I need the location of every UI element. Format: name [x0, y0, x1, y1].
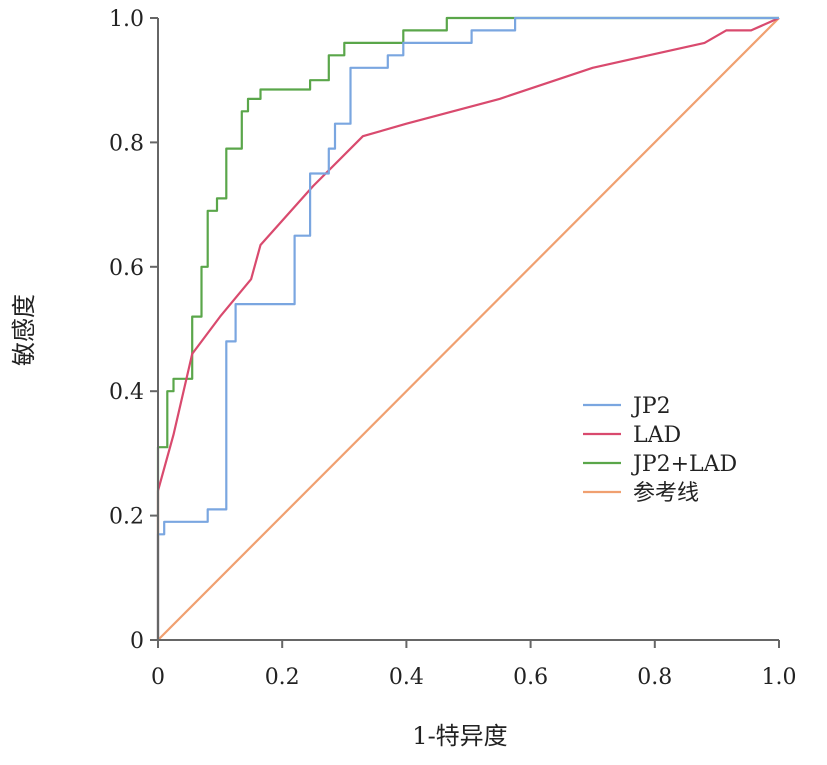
y-tick-label: 0.4 — [109, 380, 144, 405]
y-tick-label: 0.2 — [109, 505, 144, 530]
series-line-jp2 — [156, 16, 779, 640]
x-tick-label: 0.6 — [513, 665, 548, 690]
x-tick-label: 0.2 — [265, 665, 300, 690]
y-tick-label: 0.8 — [109, 131, 144, 156]
series-line-lad — [156, 16, 780, 640]
series-layer — [156, 16, 780, 641]
series-line-jp2-lad — [156, 16, 779, 640]
y-tick-label: 1.0 — [109, 7, 144, 32]
y-axis-title: 敏感度 — [10, 294, 38, 366]
x-tick-label: 1.0 — [762, 665, 797, 690]
legend-label-reference: 参考线 — [633, 481, 699, 506]
x-tick-label: 0.4 — [389, 665, 424, 690]
legend: JP2 LAD JP2+LAD 参考线 — [583, 394, 737, 506]
axes-layer: 0 0.2 0.4 0.6 0.8 1.0 0 0.2 0.4 0.6 0.8 1.0 — [109, 7, 797, 690]
x-tick-label: 0 — [151, 665, 165, 690]
y-tick-label: 0 — [130, 629, 144, 654]
x-tick-label: 0.8 — [637, 665, 672, 690]
series-line-reference — [157, 17, 780, 641]
y-tick-label: 0.6 — [109, 256, 144, 281]
legend-label-lad: LAD — [633, 423, 681, 448]
legend-label-jp2-lad: JP2+LAD — [631, 452, 737, 477]
x-axis-title: 1-特异度 — [412, 722, 507, 750]
legend-label-jp2: JP2 — [631, 394, 671, 419]
